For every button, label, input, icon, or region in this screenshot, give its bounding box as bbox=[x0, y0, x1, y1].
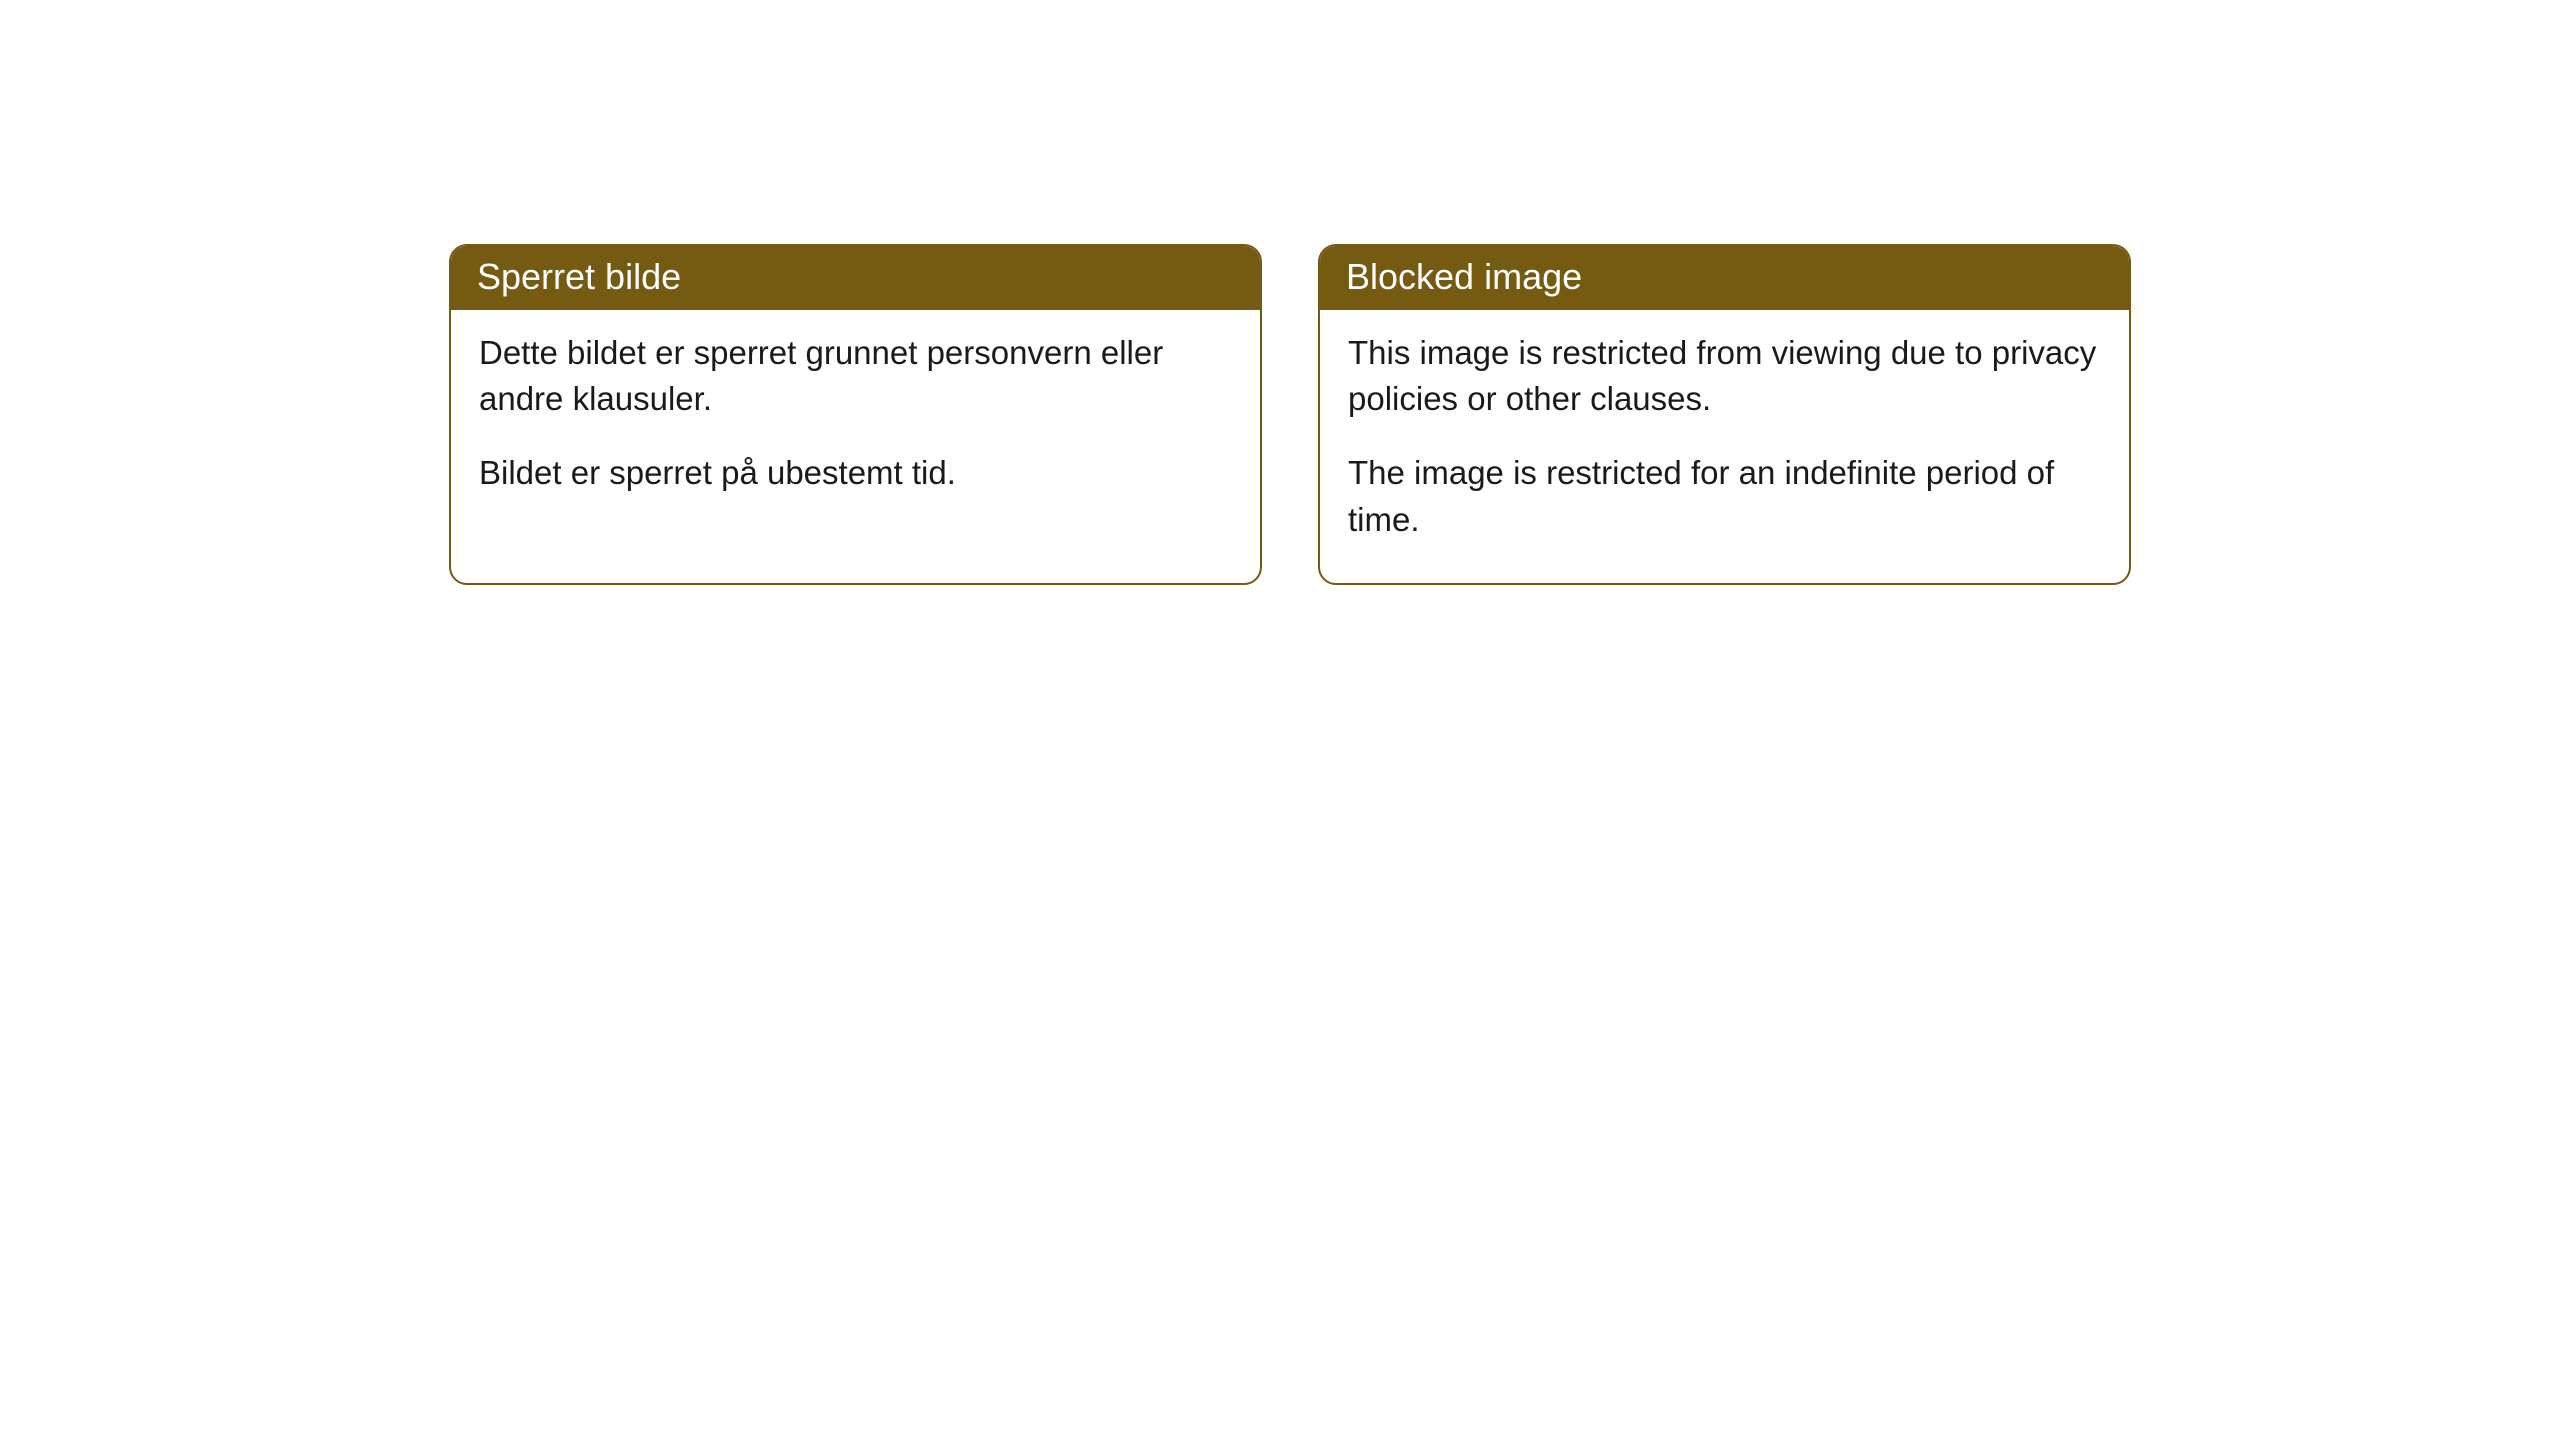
card-header-no: Sperret bilde bbox=[451, 246, 1260, 310]
cards-container: Sperret bilde Dette bildet er sperret gr… bbox=[0, 0, 2560, 585]
card-text-en-2: The image is restricted for an indefinit… bbox=[1348, 450, 2101, 542]
card-text-en-1: This image is restricted from viewing du… bbox=[1348, 330, 2101, 422]
card-header-en: Blocked image bbox=[1320, 246, 2129, 310]
card-text-no-2: Bildet er sperret på ubestemt tid. bbox=[479, 450, 1232, 496]
card-body-en: This image is restricted from viewing du… bbox=[1320, 310, 2129, 583]
blocked-image-card-no: Sperret bilde Dette bildet er sperret gr… bbox=[449, 244, 1262, 585]
card-body-no: Dette bildet er sperret grunnet personve… bbox=[451, 310, 1260, 537]
card-text-no-1: Dette bildet er sperret grunnet personve… bbox=[479, 330, 1232, 422]
blocked-image-card-en: Blocked image This image is restricted f… bbox=[1318, 244, 2131, 585]
